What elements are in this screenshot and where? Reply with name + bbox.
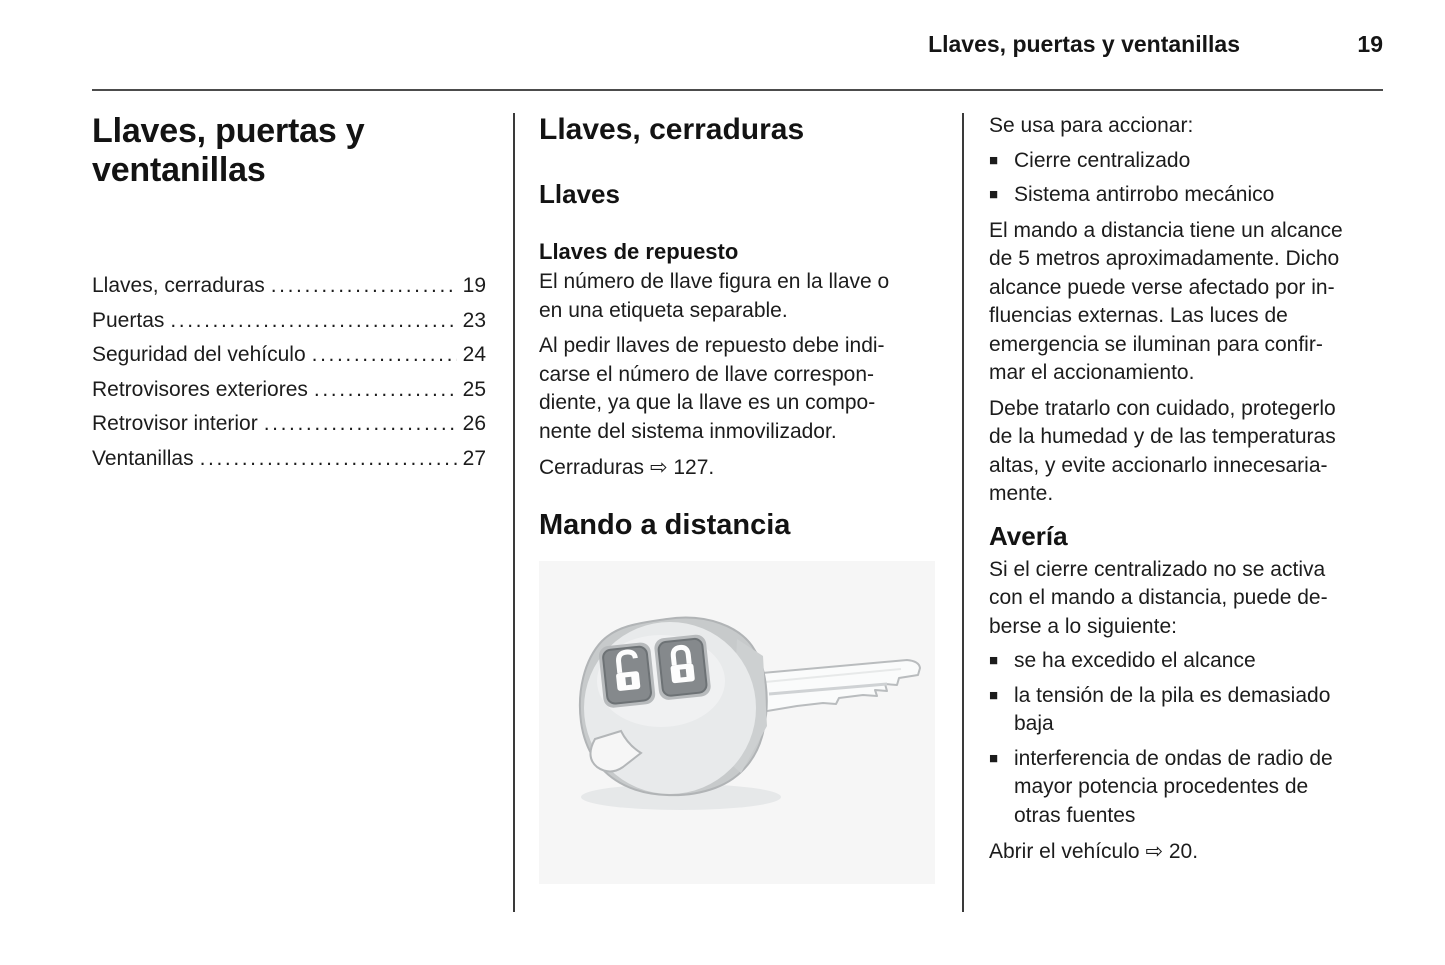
toc-entry-label: Ventanillas <box>92 446 194 470</box>
list-item: ■ Sistema antirrobo mecánico <box>989 181 1385 210</box>
column-separator-left <box>513 113 515 912</box>
page-number: 19 <box>1357 31 1383 57</box>
subheading-averia: Avería <box>989 520 1068 551</box>
fob-shadow <box>581 783 781 810</box>
toc-entry-seguridad: Seguridad del vehículo .................… <box>92 338 486 373</box>
list-item: ■ interferencia de ondas de radio de may… <box>989 745 1385 831</box>
toc-entry-ventanillas: Ventanillas ............................… <box>92 442 486 477</box>
dot-leader: ........................................… <box>199 446 457 470</box>
toc-entry-retrovisor-interior: Retrovisor interior ....................… <box>92 407 486 442</box>
header-rule <box>92 89 1383 91</box>
toc-entry-label: Retrovisor interior <box>92 412 258 436</box>
toc-entry-page: 19 <box>462 274 486 297</box>
chapter-title: Llaves, puertas y ventanillas <box>92 112 365 189</box>
toc-entry-page: 23 <box>462 308 486 332</box>
subsection-title-mando-a-distancia: Mando a distancia <box>539 508 791 541</box>
toc-list: Llaves, cerraduras .....................… <box>92 269 486 477</box>
list-item-text: se ha excedido el alcance <box>1014 649 1256 672</box>
dot-leader: ........................................… <box>270 274 457 297</box>
subsection-title-llaves: Llaves <box>539 179 620 209</box>
list-item: ■ Cierre centralizado <box>989 147 1385 176</box>
bullet-square-icon: ■ <box>989 151 999 169</box>
toc-entry-page: 27 <box>462 446 486 470</box>
page-reference-target: 127. <box>673 456 715 479</box>
toc-entry-llaves-cerraduras: Llaves, cerraduras .....................… <box>92 269 486 304</box>
list-item: ■ se ha excedido el alcance <box>989 647 1385 676</box>
toc-entry-page: 25 <box>462 377 486 401</box>
toc-entry-page: 26 <box>462 412 486 436</box>
lock-icon <box>670 644 695 683</box>
remote-key-figure <box>539 560 935 884</box>
middle-column: Llaves, cerraduras Llaves Llaves de repu… <box>539 112 935 884</box>
toc-entry-label: Seguridad del vehículo <box>92 343 306 367</box>
list-item-text: la tensión de la pila es demasiado baja <box>1014 683 1331 736</box>
dot-leader: ........................................… <box>170 308 457 332</box>
page-reference-arrow-icon: ⇨ <box>1145 839 1164 863</box>
list-item-text: Cierre centralizado <box>1014 148 1191 172</box>
page-reference-label: Cerraduras <box>539 456 645 479</box>
toc-entry-label: Puertas <box>92 308 165 332</box>
bullet-list-failure-causes: ■ se ha excedido el alcance ■ la tensión… <box>989 647 1385 830</box>
toc-entry-retrovisores-exteriores: Retrovisores exteriores ................… <box>92 373 486 408</box>
page-reference-arrow-icon: ⇨ <box>649 455 668 479</box>
remote-key-illustration <box>539 560 935 884</box>
bullet-square-icon: ■ <box>989 652 999 669</box>
page-reference: Abrir el vehículo ⇨ 20. <box>989 837 1385 867</box>
paragraph: Al pedir llaves de repuesto debe indi- c… <box>539 334 885 443</box>
paragraph: Debe tratarlo con cuidado, protegerlo de… <box>989 396 1336 506</box>
dot-leader: ........................................… <box>313 377 457 401</box>
list-item-text: Sistema antirrobo mecánico <box>1014 183 1275 206</box>
dot-leader: ........................................… <box>311 343 457 367</box>
section-title: Llaves, cerraduras <box>539 113 805 146</box>
toc-column: Llaves, puertas y ventanillas Llaves, ce… <box>92 112 486 477</box>
subheading-llaves-de-repuesto: Llaves de repuesto <box>539 239 739 264</box>
bullet-square-icon: ■ <box>989 686 999 704</box>
running-header-title: Llaves, puertas y ventanillas <box>928 31 1240 57</box>
key-blade <box>750 658 921 714</box>
toc-entry-page: 24 <box>462 343 486 367</box>
paragraph: El número de llave figura en la llave o … <box>539 270 890 322</box>
bullet-list-usage: ■ Cierre centralizado ■ Sistema antirrob… <box>989 147 1385 210</box>
paragraph: Si el cierre centralizado no se activa c… <box>989 557 1328 638</box>
toc-entry-label: Retrovisores exteriores <box>92 377 308 401</box>
unlock-icon <box>616 649 641 691</box>
fob-buttons <box>598 634 711 708</box>
page-reference-target: 20. <box>1168 840 1199 863</box>
paragraph: Se usa para accionar: <box>989 114 1194 137</box>
page-reference-label: Abrir el vehículo <box>989 840 1140 863</box>
toc-entry-label: Llaves, cerraduras <box>92 274 265 297</box>
dot-leader: ........................................… <box>263 412 457 436</box>
bullet-square-icon: ■ <box>989 749 999 767</box>
bullet-square-icon: ■ <box>989 186 999 203</box>
lock-button <box>654 634 711 700</box>
unlock-button <box>598 642 656 708</box>
list-item-text: interferencia de ondas de radio de mayor… <box>1014 746 1333 827</box>
list-item: ■ la tensión de la pila es demasiado baj… <box>989 682 1385 739</box>
keyring-hole <box>589 729 643 772</box>
paragraph: El mando a distancia tiene un alcance de… <box>989 218 1343 385</box>
right-column: Se usa para accionar: ■ Cierre centraliz… <box>989 112 1385 867</box>
toc-entry-puertas: Puertas ................................… <box>92 304 486 339</box>
page-reference: Cerraduras ⇨ 127. <box>539 453 935 483</box>
column-separator-right <box>962 113 964 912</box>
